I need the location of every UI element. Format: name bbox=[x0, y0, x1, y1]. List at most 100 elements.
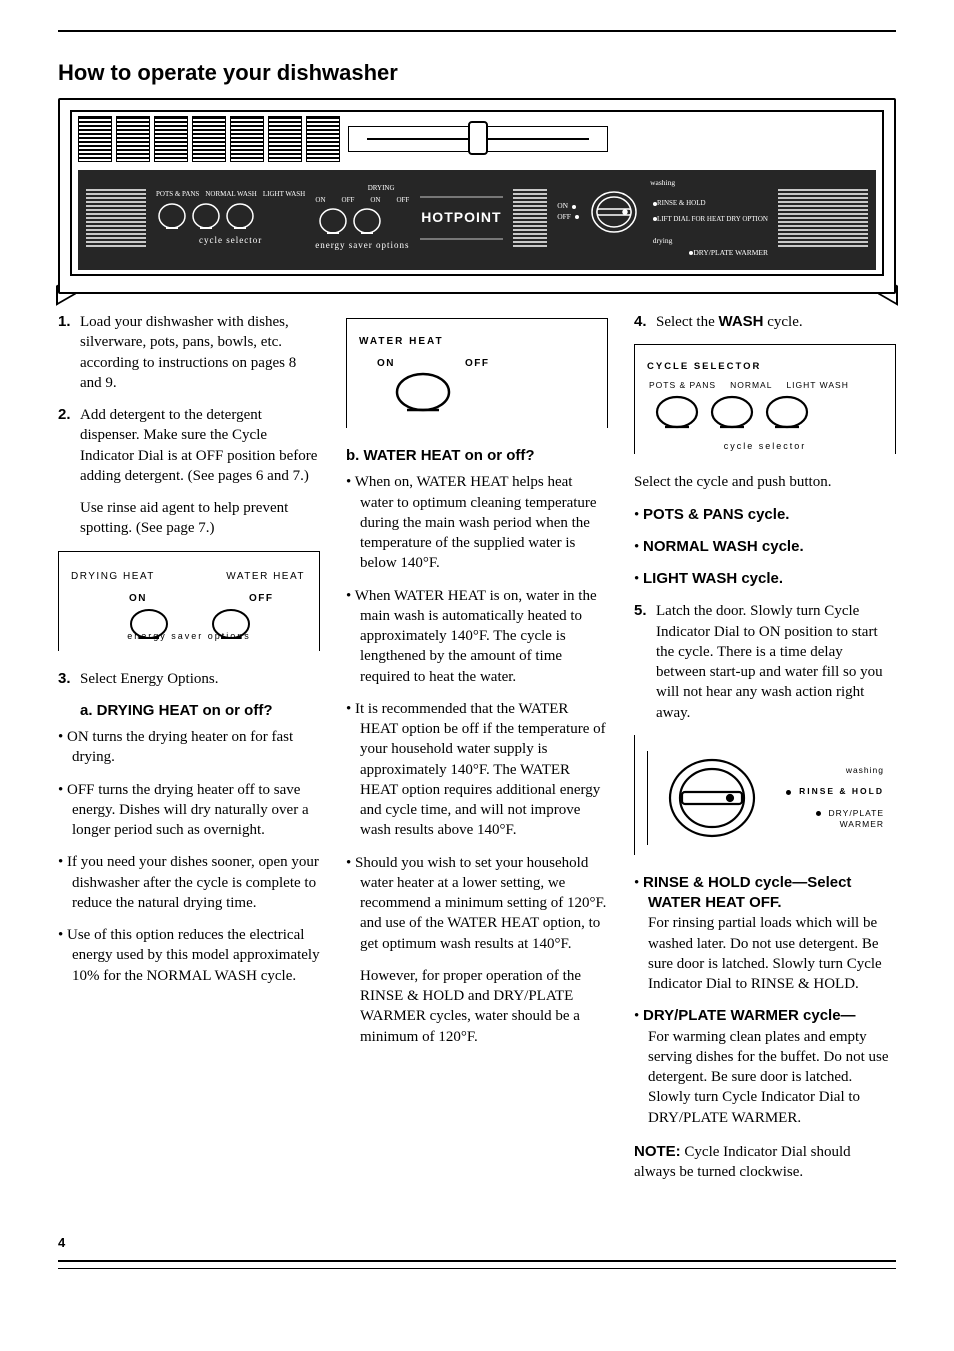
dial-onoff: ON OFF bbox=[557, 201, 579, 222]
dial-icon bbox=[589, 190, 639, 234]
water-heat-illustration: WATER HEAT ON OFF bbox=[346, 318, 608, 428]
column-1: 1.Load your dishwasher with dishes, silv… bbox=[58, 312, 320, 1194]
step-text: Select the Select the WASH cycle.WASH cy… bbox=[656, 314, 803, 330]
footer-rule-thin bbox=[58, 1268, 896, 1269]
plate-warmer: • DRY/PLATE WARMER cycle—For warming cle… bbox=[634, 1006, 896, 1128]
lbl: LIGHT WASH bbox=[263, 190, 305, 199]
lbl: LIGHT WASH bbox=[786, 380, 848, 391]
dial-labels: washing RINSE & HOLD DRY/PLATE WARMER bbox=[776, 755, 884, 841]
dial-bottom-label: drying bbox=[557, 236, 768, 246]
energy-saver-top: x DRYING bbox=[315, 184, 409, 193]
page-number: 4 bbox=[58, 1234, 896, 1252]
lbl: LIFT DIAL FOR HEAT DRY OPTION bbox=[657, 215, 768, 223]
dial-icon bbox=[664, 755, 760, 841]
step-text: Add detergent to the detergent dispenser… bbox=[80, 407, 317, 484]
slider-thumb bbox=[468, 121, 488, 155]
dial-label-top: washing bbox=[776, 765, 884, 776]
lbl: RINSE & HOLD bbox=[657, 199, 706, 207]
three-switch-icon bbox=[647, 394, 847, 430]
dial-cluster: washing ON OFF bbox=[557, 176, 768, 260]
step-2: 2.Add detergent to the detergent dispens… bbox=[58, 405, 320, 486]
step-1: 1.Load your dishwasher with dishes, silv… bbox=[58, 312, 320, 393]
column-2: WATER HEAT ON OFF b. WATER HEAT on or of… bbox=[346, 312, 608, 1194]
column-3: 4.Select the Select the WASH cycle.WASH … bbox=[634, 312, 896, 1194]
grille bbox=[268, 116, 302, 162]
illus-top-labels: POTS & PANS NORMAL LIGHT WASH bbox=[649, 380, 883, 391]
illus-on: ON bbox=[377, 357, 395, 371]
cycles-heading: Select the cycle and push button. bbox=[634, 472, 896, 492]
lbl: OFF bbox=[557, 212, 571, 221]
two-switch-icon bbox=[315, 207, 385, 235]
brand-plate: HOTPOINT bbox=[420, 196, 504, 240]
dial-bottom-right: DRY/PLATE WARMER bbox=[693, 248, 768, 257]
dial-right-labels: RINSE & HOLD LIFT DIAL FOR HEAT DRY OPTI… bbox=[649, 193, 768, 230]
illus-label: WATER HEAT bbox=[359, 335, 595, 349]
dial-sidebar bbox=[647, 751, 648, 845]
energy-options-illustration: DRYING HEAT WATER HEAT ON OFF energy sav… bbox=[58, 551, 320, 651]
bullet: • If you need your dishes sooner, open y… bbox=[58, 852, 320, 913]
page-title: How to operate your dishwasher bbox=[58, 58, 896, 88]
cycle-selector-caption: cycle selector bbox=[156, 234, 305, 246]
panel-inner: POTS & PANS NORMAL WASH LIGHT WASH cycle… bbox=[70, 110, 884, 276]
lbl: POTS & PANS bbox=[156, 190, 199, 199]
rinse-hold: • RINSE & HOLD cycle—Select WATER HEAT O… bbox=[634, 873, 896, 995]
bullet: • OFF turns the drying heater off to sav… bbox=[58, 780, 320, 841]
step-3a-heading: a. DRYING HEAT on or off? bbox=[58, 701, 320, 721]
cycle-item: • LIGHT WASH cycle. bbox=[634, 569, 896, 589]
step-2b: Use rinse aid agent to help prevent spot… bbox=[58, 498, 320, 539]
panel-upper-row bbox=[78, 116, 876, 162]
dial-label-bot: DRY/PLATE WARMER bbox=[829, 808, 884, 829]
step-text: Select Energy Options. bbox=[80, 671, 218, 687]
lbl: OFF bbox=[342, 196, 355, 205]
cycle-selector-illustration: CYCLE SELECTOR POTS & PANS NORMAL LIGHT … bbox=[634, 344, 896, 454]
lbl: NORMAL WASH bbox=[205, 190, 257, 199]
grille bbox=[230, 116, 264, 162]
lbl: DRYING bbox=[368, 184, 395, 193]
step-text: Load your dishwasher with dishes, silver… bbox=[80, 314, 296, 391]
page-footer: 4 bbox=[58, 1234, 896, 1269]
lbl: NORMAL bbox=[730, 380, 772, 391]
note: NOTE: Cycle Indicator Dial should always… bbox=[634, 1142, 896, 1183]
slider-track bbox=[348, 126, 608, 152]
panel-lower: POTS & PANS NORMAL WASH LIGHT WASH cycle… bbox=[78, 170, 876, 270]
bullet: • When on, WATER HEAT helps heat water t… bbox=[346, 472, 608, 573]
illus-label: CYCLE SELECTOR bbox=[647, 361, 883, 374]
dial-top-label: washing bbox=[557, 178, 768, 188]
energy-saver-caption: energy saver options bbox=[315, 239, 409, 251]
step-text: Latch the door. Slowly turn Cycle Indica… bbox=[656, 603, 883, 720]
grille bbox=[116, 116, 150, 162]
lbl: ON bbox=[370, 196, 380, 205]
grille bbox=[154, 116, 188, 162]
bullet: • It is recommended that the WATER HEAT … bbox=[346, 699, 608, 841]
illus-label: DRYING HEAT bbox=[71, 570, 155, 584]
illus-label: WATER HEAT bbox=[226, 570, 305, 584]
bullet-cont: However, for proper operation of the RIN… bbox=[346, 966, 608, 1047]
energy-saver-labels: ON OFF ON OFF bbox=[315, 196, 409, 205]
bullet: • When WATER HEAT is on, water in the ma… bbox=[346, 586, 608, 687]
bullet: • ON turns the drying heater on for fast… bbox=[58, 727, 320, 768]
illus-caption: cycle selector bbox=[647, 440, 883, 452]
lbl: ON bbox=[557, 201, 568, 210]
one-switch-icon bbox=[359, 372, 579, 412]
cycle-selector-cluster: POTS & PANS NORMAL WASH LIGHT WASH cycle… bbox=[156, 190, 305, 246]
bullet: • Should you wish to set your household … bbox=[346, 853, 608, 954]
cycle-selector-labels: POTS & PANS NORMAL WASH LIGHT WASH bbox=[156, 190, 305, 199]
ribbed-block bbox=[86, 189, 146, 247]
step-4: 4.Select the Select the WASH cycle.WASH … bbox=[634, 312, 896, 332]
grille bbox=[78, 116, 112, 162]
ribbed-block bbox=[513, 189, 547, 247]
dial-label-mid: RINSE & HOLD bbox=[799, 786, 884, 796]
dial-illustration: washing RINSE & HOLD DRY/PLATE WARMER bbox=[634, 735, 896, 855]
cycle-item: • NORMAL WASH cycle. bbox=[634, 537, 896, 557]
footer-rule bbox=[58, 1260, 896, 1262]
top-rule bbox=[58, 30, 896, 32]
grille-group bbox=[78, 116, 340, 162]
lbl: POTS & PANS bbox=[649, 380, 716, 391]
illus-off: OFF bbox=[249, 592, 274, 606]
panel-blank bbox=[616, 116, 876, 162]
ribbed-block bbox=[778, 189, 868, 247]
illus-off: OFF bbox=[465, 357, 490, 371]
illus-caption: energy saver options bbox=[59, 630, 319, 642]
lbl: ON bbox=[315, 196, 325, 205]
grille bbox=[192, 116, 226, 162]
